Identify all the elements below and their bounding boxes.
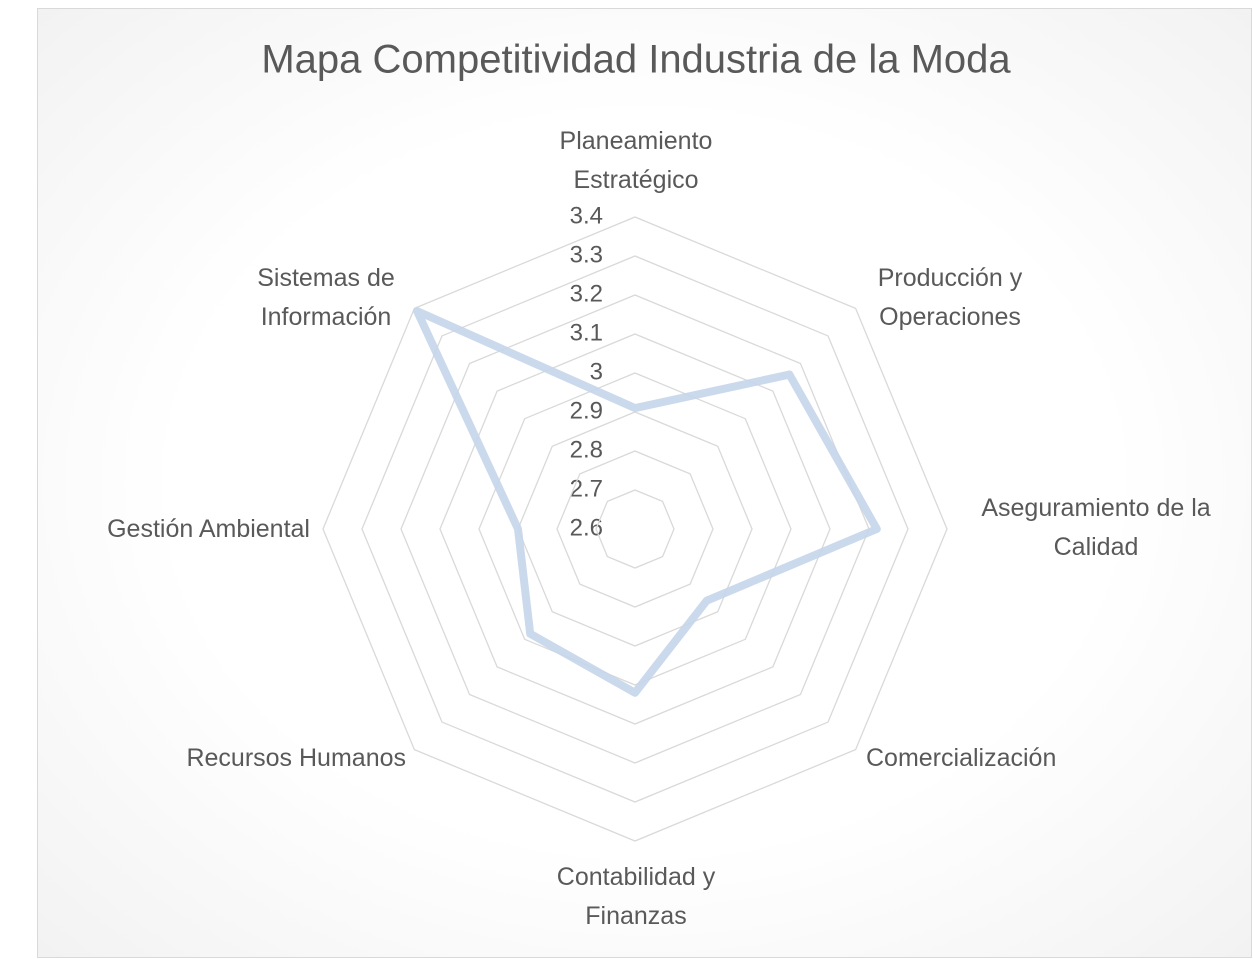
chart-title: Mapa Competitividad Industria de la Moda [261, 38, 1011, 82]
r-tick-label: 2.8 [570, 436, 603, 463]
r-tick-label: 3 [590, 358, 603, 385]
grid-ring [517, 411, 753, 647]
data-line [413, 307, 881, 697]
category-label: Recursos Humanos [186, 744, 406, 772]
r-tick-label: 3.3 [570, 241, 603, 268]
category-label: Gestión Ambiental [107, 515, 310, 543]
r-tick-label: 3.1 [570, 319, 603, 346]
category-label: Sistemas de Información [257, 264, 395, 331]
r-tick-label: 2.6 [570, 514, 603, 541]
r-tick-label: 3.2 [570, 280, 603, 307]
category-label: Aseguramiento de la Calidad [981, 494, 1211, 561]
chart-area [37, 8, 1252, 958]
grid-ring [439, 333, 831, 725]
category-label: Contabilidad y Finanzas [556, 863, 716, 930]
category-label: Comercialización [866, 744, 1057, 772]
category-label: Planeamiento Estratégico [559, 127, 713, 194]
grid-ring [400, 294, 870, 764]
grid-ring [556, 450, 714, 608]
r-tick-label: 3.4 [570, 202, 603, 229]
category-label: Producción y Operaciones [877, 264, 1023, 331]
r-tick-label: 2.7 [570, 475, 603, 502]
grid-ring [361, 255, 909, 803]
grid-ring [478, 372, 792, 686]
r-tick-label: 2.9 [570, 397, 603, 424]
grid-ring [322, 216, 948, 842]
grid-ring [595, 489, 675, 569]
